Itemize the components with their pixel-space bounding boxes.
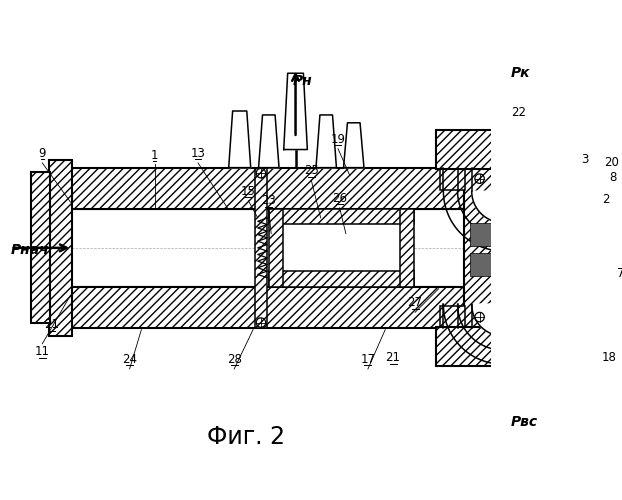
Text: 2: 2 (601, 192, 609, 205)
Bar (470, 252, 491, 276)
Bar (436, 326, 556, 366)
Text: 18: 18 (602, 352, 617, 364)
Text: 27: 27 (407, 296, 422, 310)
Text: 28: 28 (227, 353, 241, 366)
Text: Фиг. 2: Фиг. 2 (207, 424, 285, 448)
Text: 22: 22 (511, 106, 526, 119)
Bar (269, 272, 414, 287)
Text: Рвс: Рвс (511, 416, 538, 430)
Polygon shape (471, 191, 535, 222)
Bar (269, 208, 283, 287)
Text: 13: 13 (190, 147, 205, 160)
Text: 19: 19 (330, 133, 345, 146)
Polygon shape (229, 111, 251, 168)
Bar (436, 130, 556, 169)
Text: 26: 26 (332, 192, 347, 205)
Text: 11: 11 (35, 345, 50, 358)
Bar (254, 168, 267, 328)
Bar (440, 306, 465, 328)
Text: Рн: Рн (293, 74, 312, 88)
Polygon shape (284, 73, 307, 150)
Bar (71, 168, 464, 208)
Bar (71, 208, 464, 287)
Bar (71, 287, 464, 328)
Text: 1: 1 (151, 148, 159, 162)
Text: 20: 20 (605, 156, 619, 170)
Text: 25: 25 (304, 164, 318, 177)
Polygon shape (316, 115, 337, 168)
Text: 17: 17 (360, 353, 376, 366)
Bar (440, 168, 465, 190)
Text: 24: 24 (122, 353, 137, 366)
Bar (464, 168, 497, 328)
Polygon shape (343, 123, 364, 168)
Text: 23: 23 (261, 194, 276, 207)
Bar (400, 208, 414, 287)
Text: 21: 21 (386, 352, 401, 364)
Text: 7: 7 (618, 266, 622, 280)
Text: 21: 21 (44, 318, 59, 332)
Bar (269, 208, 414, 224)
Polygon shape (471, 304, 535, 336)
Text: Рк: Рк (511, 66, 531, 80)
Text: 3: 3 (582, 154, 588, 166)
Text: 9: 9 (39, 147, 46, 160)
Text: Рнач: Рнач (11, 243, 50, 257)
Bar (470, 222, 491, 246)
Bar (283, 224, 400, 272)
Text: 8: 8 (610, 170, 617, 183)
Bar (49, 160, 72, 336)
Bar (31, 172, 50, 324)
Text: 15: 15 (241, 184, 256, 198)
Polygon shape (259, 115, 279, 168)
